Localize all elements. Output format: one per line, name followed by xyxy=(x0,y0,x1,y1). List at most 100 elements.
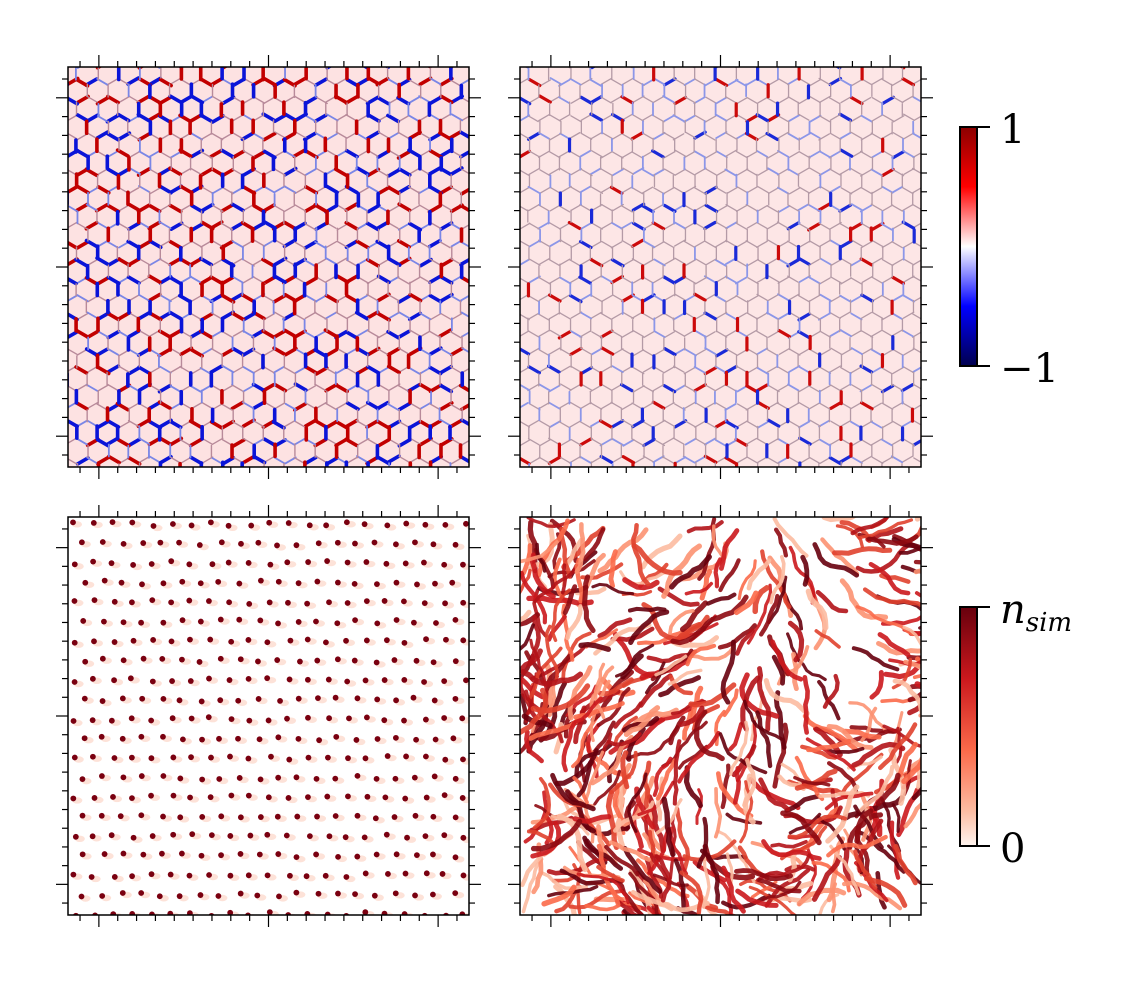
dot xyxy=(422,522,428,528)
dot xyxy=(314,776,320,782)
streak xyxy=(833,884,835,911)
cell-wall xyxy=(613,476,623,482)
dot xyxy=(314,658,320,664)
cell-wall xyxy=(508,457,518,463)
cell-wall xyxy=(685,476,695,482)
dot xyxy=(109,560,115,566)
dot xyxy=(275,814,281,820)
dot xyxy=(401,677,407,683)
dot xyxy=(236,617,242,623)
cell-wall xyxy=(923,133,933,139)
cell-wall xyxy=(819,474,829,480)
cell-wall xyxy=(923,61,933,67)
dot xyxy=(327,833,333,839)
dot xyxy=(442,757,448,763)
dot xyxy=(323,522,329,528)
dot xyxy=(246,601,252,607)
cell-wall xyxy=(284,60,294,66)
dot xyxy=(148,718,154,724)
dot xyxy=(345,755,351,761)
cell-wall xyxy=(378,61,388,67)
dot xyxy=(82,659,88,665)
dot xyxy=(296,580,302,586)
cell-wall xyxy=(46,384,56,390)
dot xyxy=(248,523,254,529)
dot xyxy=(326,715,332,721)
dot xyxy=(423,717,429,723)
dot xyxy=(268,754,274,760)
cell-wall xyxy=(253,475,263,481)
cell-wall xyxy=(924,98,934,104)
colorbar-top-max-label: 1 xyxy=(1000,107,1025,153)
dot xyxy=(159,656,165,662)
cell-wall xyxy=(170,60,180,66)
dot xyxy=(119,580,125,586)
dot xyxy=(138,734,144,740)
dot xyxy=(150,679,156,685)
cell-wall xyxy=(590,474,600,480)
dot xyxy=(393,776,399,782)
dot xyxy=(304,873,310,879)
dot xyxy=(324,558,330,564)
cell-wall xyxy=(497,456,507,462)
dot xyxy=(343,874,349,880)
dot xyxy=(414,658,420,664)
cell-wall xyxy=(892,475,902,481)
colorbar-bottom-max-label-sub: sim xyxy=(1026,608,1072,638)
cell-wall xyxy=(46,60,56,66)
cell-wall xyxy=(758,475,768,481)
cell-wall xyxy=(798,476,808,482)
cell-wall xyxy=(87,60,97,66)
cell-wall xyxy=(46,348,56,354)
cell-wall xyxy=(326,475,336,481)
dot xyxy=(326,677,332,683)
dot xyxy=(169,638,175,644)
dot xyxy=(139,773,145,779)
dot xyxy=(229,716,235,722)
streak xyxy=(917,684,951,688)
dot xyxy=(284,833,290,839)
dot xyxy=(100,656,106,662)
cell-wall xyxy=(705,475,715,481)
dot xyxy=(139,581,145,587)
dot xyxy=(256,696,262,702)
cell-wall xyxy=(45,133,55,139)
streak xyxy=(805,677,808,732)
cell-wall xyxy=(518,476,528,482)
dot xyxy=(189,523,195,529)
dot xyxy=(362,521,368,527)
dot xyxy=(345,560,351,566)
dot xyxy=(217,697,223,703)
dot xyxy=(431,659,437,665)
dot xyxy=(385,753,391,759)
dot xyxy=(139,696,145,702)
dot xyxy=(177,776,183,782)
dot xyxy=(286,757,292,763)
dot xyxy=(82,735,88,741)
cell-wall xyxy=(57,385,67,391)
dot xyxy=(441,562,447,568)
dot xyxy=(452,890,458,896)
dot xyxy=(188,754,194,760)
dot xyxy=(344,519,350,525)
dot xyxy=(199,777,205,783)
cell-wall xyxy=(540,475,550,481)
dot xyxy=(345,600,351,606)
cell-wall xyxy=(201,475,211,481)
dot xyxy=(333,695,339,701)
dot xyxy=(238,656,244,662)
colorbar-bottom-max-label-main: n xyxy=(1000,587,1026,633)
dot xyxy=(296,736,302,742)
dot xyxy=(394,580,400,586)
dot xyxy=(394,617,400,623)
dot xyxy=(267,909,273,915)
cell-wall xyxy=(56,223,66,229)
dot xyxy=(101,619,107,625)
dot xyxy=(130,562,136,568)
dot xyxy=(138,620,144,626)
cell-wall xyxy=(46,168,56,174)
dot xyxy=(70,796,76,802)
dot xyxy=(149,871,155,877)
dot xyxy=(352,658,358,664)
dot xyxy=(129,873,135,879)
